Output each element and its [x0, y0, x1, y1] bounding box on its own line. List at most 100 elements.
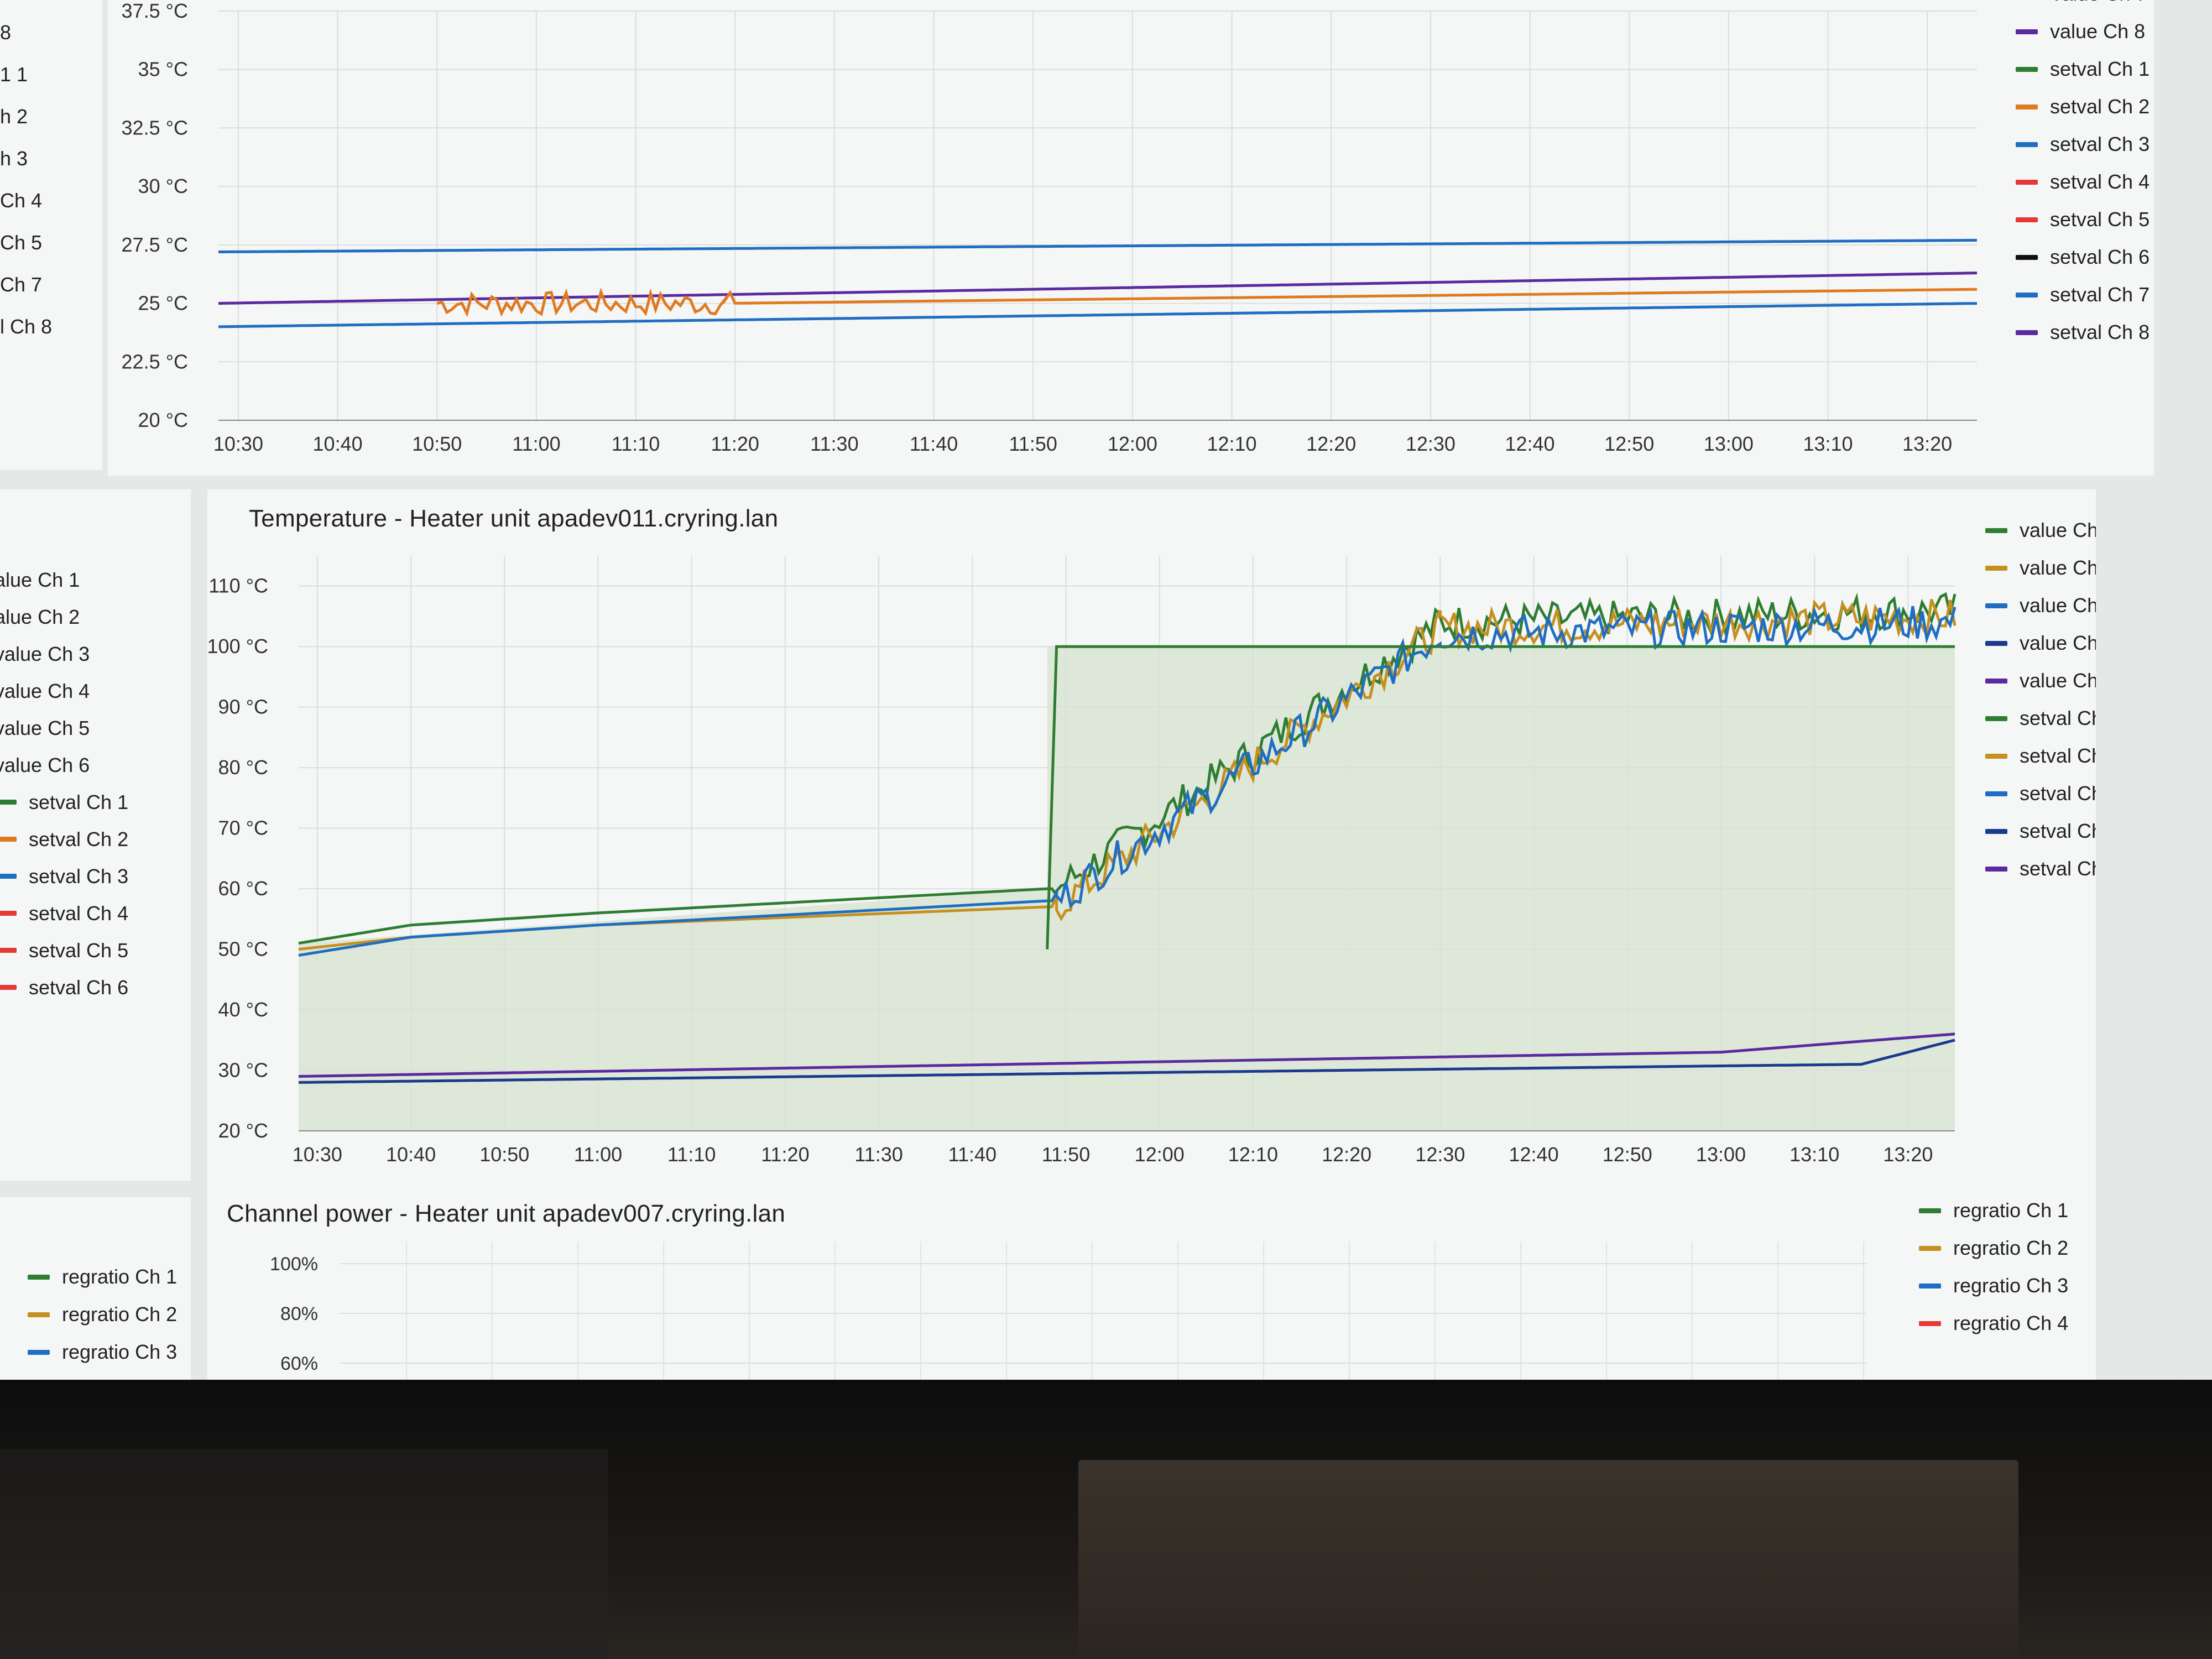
y-tick-label: 110 °C — [208, 575, 268, 597]
legend-item[interactable]: regratio Ch 2 — [1919, 1229, 2068, 1267]
series-line — [436, 287, 1978, 317]
partial-legend-label: Ch 5 — [0, 231, 43, 254]
legend-swatch — [2016, 292, 2038, 298]
legend-item[interactable]: setval Ch 5 — [2016, 201, 2150, 238]
legend-item[interactable]: setval Ch 4 — [0, 895, 128, 932]
x-tick-label: 12:40 — [1509, 1143, 1559, 1166]
legend-item[interactable]: setval Ch 7 — [1985, 812, 2096, 850]
legend-item[interactable]: setval Ch 2 — [1985, 737, 2096, 775]
partial-legend-label: 1 1 — [0, 63, 28, 86]
legend-item[interactable]: setval Ch 1 — [1985, 700, 2096, 737]
legend-item[interactable]: setval Ch 5 — [0, 932, 128, 969]
x-tick-label: 12:00 — [1135, 1143, 1185, 1166]
legend-swatch — [1985, 640, 2007, 646]
x-tick-label: 11:40 — [910, 432, 958, 455]
legend-swatch — [1919, 1321, 1941, 1326]
legend-label: value Ch 2 — [2020, 556, 2096, 579]
legend-label: setval Ch 2 — [2050, 95, 2150, 118]
legend-item[interactable]: value Ch 8 — [1985, 662, 2096, 700]
legend-swatch — [1985, 678, 2007, 684]
partial-legend-label: h 2 — [0, 105, 28, 128]
x-tick-label: 11:30 — [810, 432, 858, 455]
y-tick-label: 25 °C — [138, 292, 188, 315]
legend-item[interactable]: setval Ch 8 — [1985, 850, 2096, 888]
channel-power-chart: 100% 80% 60% — [270, 1241, 1866, 1380]
legend-item[interactable]: value Ch 7 — [1985, 624, 2096, 662]
legend-swatch — [2016, 29, 2038, 34]
legend-item[interactable]: setval Ch 1 — [0, 784, 128, 821]
legend-item[interactable]: regratio Ch 4 — [28, 1371, 177, 1380]
y-tick-label: 80% — [280, 1303, 318, 1324]
legend-label: setval Ch 8 — [2050, 321, 2150, 343]
legend-swatch — [1985, 603, 2007, 608]
legend-item[interactable]: setval Ch 3 — [2016, 126, 2150, 163]
legend-item[interactable]: regratio Ch 4 — [1919, 1305, 2068, 1342]
legend-swatch — [1985, 791, 2007, 796]
legend-item[interactable]: setval Ch 6 — [2016, 238, 2150, 276]
top-legend: Value Ch 7 value Ch 8 setval Ch 1 setval Ch… — [2016, 0, 2150, 351]
legend-swatch — [1985, 866, 2007, 872]
legend-item[interactable]: setval Ch 4 — [2016, 163, 2150, 201]
top-temperature-panel[interactable]: 10:30 10:40 10:50 11:00 11:10 11:20 11:30 11:40… — [108, 0, 2154, 476]
legend-item[interactable]: value Ch 2 — [1985, 549, 2096, 587]
legend-item[interactable]: value Ch 4 — [0, 672, 128, 709]
legend-item[interactable]: setval Ch 2 — [2016, 88, 2150, 126]
legend-item[interactable]: value Ch 5 — [0, 709, 128, 747]
legend-item[interactable]: setval Ch 6 — [0, 969, 128, 1006]
legend-label: alue Ch 1 — [0, 568, 80, 591]
legend-item[interactable]: value Ch 3 — [1985, 587, 2096, 624]
y-tick-label: 50 °C — [218, 938, 268, 961]
x-tick-label: 10:50 — [479, 1143, 529, 1166]
legend-item[interactable]: value Ch 1 — [1985, 512, 2096, 549]
legend-item[interactable]: alue Ch 2 — [0, 598, 128, 635]
legend-item[interactable]: setval Ch 8 — [2016, 314, 2150, 351]
legend-item[interactable]: setval Ch 3 — [0, 858, 128, 895]
x-tick-label: 12:20 — [1322, 1143, 1371, 1166]
legend-swatch — [2016, 66, 2038, 72]
panel-title: Temperature - Heater unit apadev011.cryr… — [249, 505, 779, 532]
legend-label: regratio Ch 2 — [62, 1303, 178, 1326]
legend-item[interactable]: Value Ch 7 — [2016, 0, 2150, 13]
legend-item[interactable]: value Ch 8 — [2016, 13, 2150, 50]
channel-power-panel-apadev007[interactable]: Channel power - Heater unit apadev007.cr… — [207, 1181, 2096, 1380]
partial-legend-label: l Ch 8 — [0, 315, 53, 338]
legend-label: setval Ch 7 — [2050, 283, 2150, 306]
series-line — [218, 272, 1978, 305]
x-tick-label: 11:10 — [612, 432, 660, 455]
legend-item[interactable]: regratio Ch 1 — [1919, 1192, 2068, 1229]
legend-item[interactable]: value Ch 3 — [0, 635, 128, 672]
y-tick-label: 20 °C — [138, 409, 188, 431]
legend-item[interactable]: setval Ch 2 — [0, 821, 128, 858]
legend-label: regratio Ch 4 — [1953, 1312, 2069, 1334]
legend-label: setval Ch 3 — [2020, 782, 2096, 805]
legend-label: value Ch 3 — [0, 642, 90, 665]
temperature-panel-apadev011[interactable]: Temperature - Heater unit apadev011.cryr… — [207, 489, 2096, 1181]
legend-swatch — [1919, 1283, 1941, 1288]
legend-label: setval Ch 5 — [2050, 208, 2150, 231]
x-tick-label: 12:50 — [1604, 432, 1654, 455]
x-tick-label: 11:40 — [948, 1143, 997, 1166]
legend-item[interactable]: regratio Ch 3 — [1919, 1267, 2068, 1305]
legend-label: Value Ch 7 — [2050, 0, 2147, 6]
legend-label: setval Ch 1 — [2020, 707, 2096, 729]
legend-item[interactable]: regratio Ch 2 — [28, 1296, 177, 1333]
y-tick-label: 70 °C — [218, 817, 268, 839]
legend-label: regratio Ch 1 — [62, 1265, 178, 1288]
legend-swatch — [0, 874, 17, 879]
legend-label: value Ch 4 — [0, 679, 90, 702]
legend-swatch — [0, 800, 17, 805]
legend-item[interactable]: regratio Ch 3 — [28, 1333, 177, 1371]
legend-item[interactable]: regratio Ch 1 — [28, 1258, 177, 1296]
series-line — [298, 1039, 1955, 1084]
y-tick-label: 30 °C — [218, 1059, 268, 1082]
y-tick-label: 37.5 °C — [122, 0, 188, 22]
legend-item[interactable]: setval Ch 1 — [2016, 50, 2150, 88]
legend-item[interactable]: alue Ch 1 — [0, 561, 128, 598]
x-tick-label: 11:30 — [854, 1143, 902, 1166]
y-tick-label: 27.5 °C — [122, 233, 188, 256]
legend-label: setval Ch 3 — [29, 864, 129, 888]
legend-item[interactable]: setval Ch 3 — [1985, 775, 2096, 812]
monitor-stand — [1078, 1460, 2018, 1659]
legend-item[interactable]: setval Ch 7 — [2016, 276, 2150, 314]
legend-item[interactable]: value Ch 6 — [0, 747, 128, 784]
